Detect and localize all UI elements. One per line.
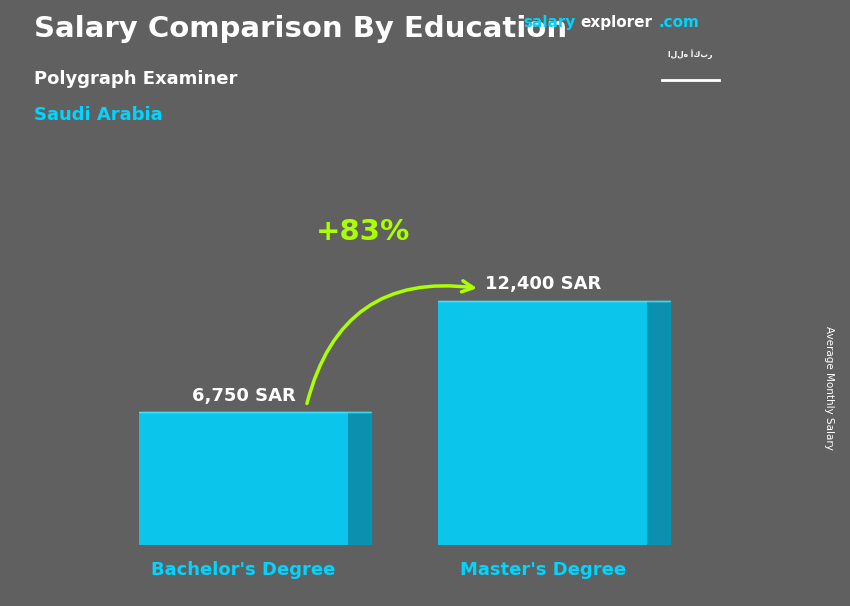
Text: +83%: +83% xyxy=(316,218,411,246)
Text: Master's Degree: Master's Degree xyxy=(460,561,626,579)
Text: Polygraph Examiner: Polygraph Examiner xyxy=(34,70,237,88)
Text: Salary Comparison By Education: Salary Comparison By Education xyxy=(34,15,567,43)
Text: salary: salary xyxy=(523,15,575,30)
Bar xyxy=(438,301,648,545)
Polygon shape xyxy=(348,413,371,545)
Text: .com: .com xyxy=(659,15,700,30)
Text: Saudi Arabia: Saudi Arabia xyxy=(34,106,162,124)
Bar xyxy=(139,413,348,545)
Text: Bachelor's Degree: Bachelor's Degree xyxy=(151,561,336,579)
Text: Average Monthly Salary: Average Monthly Salary xyxy=(824,326,834,450)
Text: explorer: explorer xyxy=(581,15,653,30)
Text: الله أكبر: الله أكبر xyxy=(668,50,713,59)
Text: 6,750 SAR: 6,750 SAR xyxy=(191,387,295,405)
Polygon shape xyxy=(648,301,670,545)
Text: 12,400 SAR: 12,400 SAR xyxy=(484,275,601,293)
